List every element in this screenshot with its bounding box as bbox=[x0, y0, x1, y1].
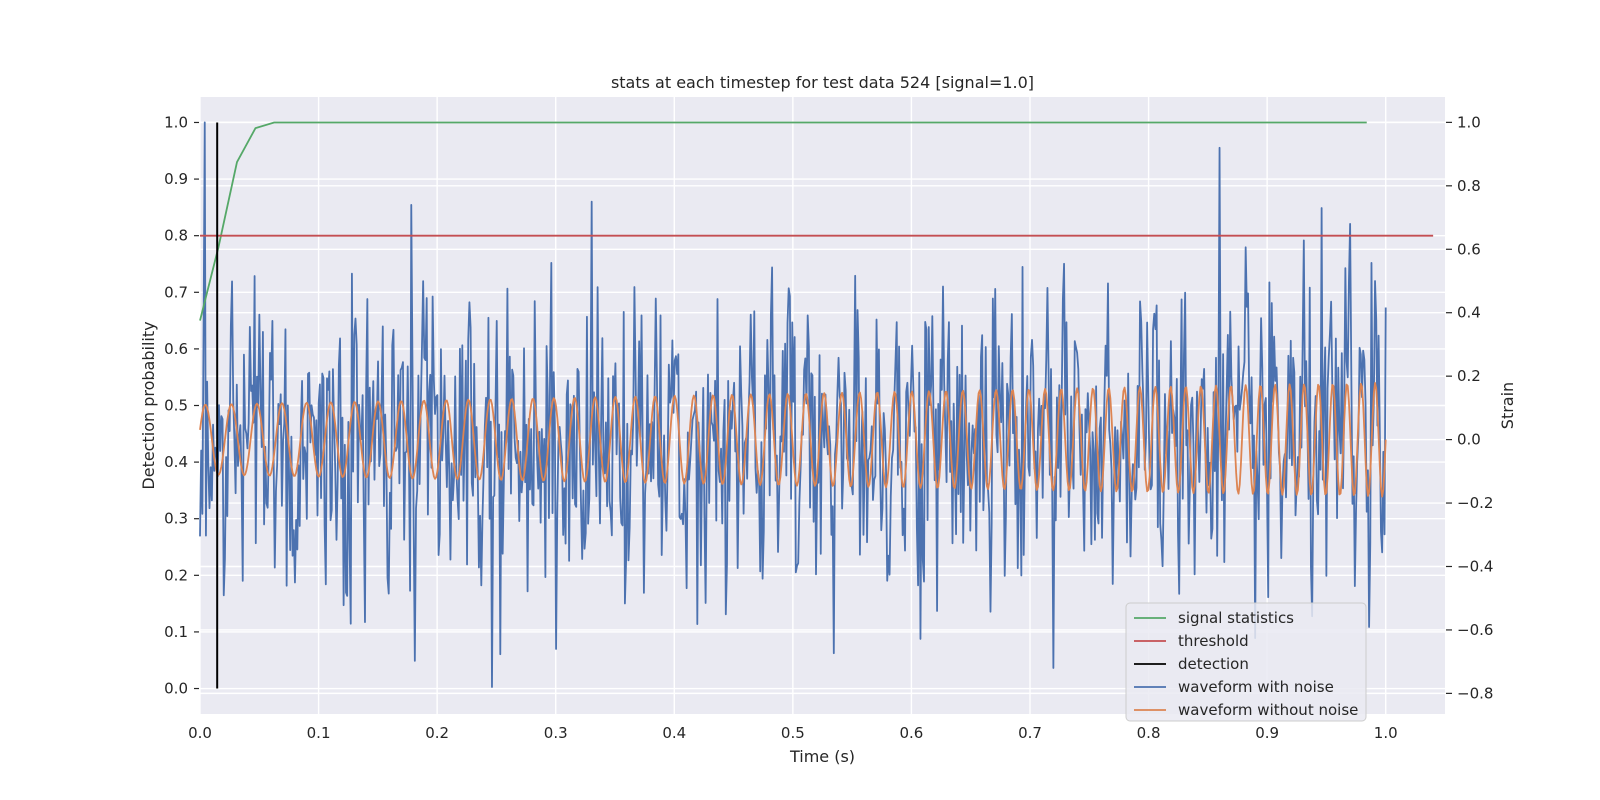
y-tick-label: 0.3 bbox=[164, 510, 188, 528]
x-tick-label: 0.3 bbox=[544, 724, 568, 742]
series-waveform-without-noise bbox=[199, 382, 1387, 498]
x-tick-label: 0.8 bbox=[1137, 724, 1161, 742]
x-tick-label: 1.0 bbox=[1374, 724, 1398, 742]
y-tick-label: 0.2 bbox=[164, 566, 188, 584]
legend-label: signal statistics bbox=[1178, 609, 1294, 627]
series-signal-statistics bbox=[199, 121, 1367, 321]
x-tick-label: 0.1 bbox=[307, 724, 331, 742]
y-tick-label: 1.0 bbox=[164, 113, 188, 131]
chart-title: stats at each timestep for test data 524… bbox=[611, 73, 1034, 92]
y-tick-label: 0.5 bbox=[164, 397, 188, 415]
series-layer bbox=[199, 121, 1434, 689]
y-axis-label: Detection probability bbox=[139, 321, 158, 489]
y-tick-label: 0.1 bbox=[164, 623, 188, 641]
x-tick-label: 0.0 bbox=[188, 724, 212, 742]
y2-tick-label: 1.0 bbox=[1457, 113, 1481, 131]
x-tick-label: 0.5 bbox=[781, 724, 805, 742]
y2-tick-label: −0.8 bbox=[1457, 684, 1493, 702]
x-tick-label: 0.9 bbox=[1255, 724, 1279, 742]
y-tick-label: 0.4 bbox=[164, 453, 188, 471]
x-tick-label: 0.6 bbox=[899, 724, 923, 742]
x-tick-label: 0.2 bbox=[425, 724, 449, 742]
y2-tick-label: −0.4 bbox=[1457, 557, 1493, 575]
y2-tick-label: 0.8 bbox=[1457, 177, 1481, 195]
y2-tick-label: 0.0 bbox=[1457, 431, 1481, 449]
legend-label: waveform with noise bbox=[1178, 678, 1334, 696]
y2-tick-label: 0.6 bbox=[1457, 240, 1481, 258]
legend-label: waveform without noise bbox=[1178, 701, 1358, 719]
legend: signal statistics threshold detection wavef… bbox=[1125, 602, 1367, 722]
axes: 0.0 0.1 0.2 0.3 0.4 0.5 0.6 0.7 0.8 0.9 1.0 0.0 0.1 0… bbox=[164, 113, 1493, 742]
y2-tick-label: 0.4 bbox=[1457, 304, 1481, 322]
x-tick-label: 0.4 bbox=[662, 724, 686, 742]
legend-box bbox=[1125, 602, 1367, 722]
y-tick-label: 0.0 bbox=[164, 680, 188, 698]
y2-axis-label: Strain bbox=[1498, 382, 1517, 429]
legend-label: detection bbox=[1178, 655, 1249, 673]
y2-tick-label: −0.2 bbox=[1457, 494, 1493, 512]
y-tick-label: 0.7 bbox=[164, 283, 188, 301]
legend-label: threshold bbox=[1178, 632, 1249, 650]
x-axis-label: Time (s) bbox=[789, 747, 855, 766]
y-tick-label: 0.8 bbox=[164, 227, 188, 245]
y-tick-label: 0.9 bbox=[164, 170, 188, 188]
y-tick-label: 0.6 bbox=[164, 340, 188, 358]
x-tick-label: 0.7 bbox=[1018, 724, 1042, 742]
y2-tick-label: 0.2 bbox=[1457, 367, 1481, 385]
y2-tick-label: −0.6 bbox=[1457, 621, 1493, 639]
